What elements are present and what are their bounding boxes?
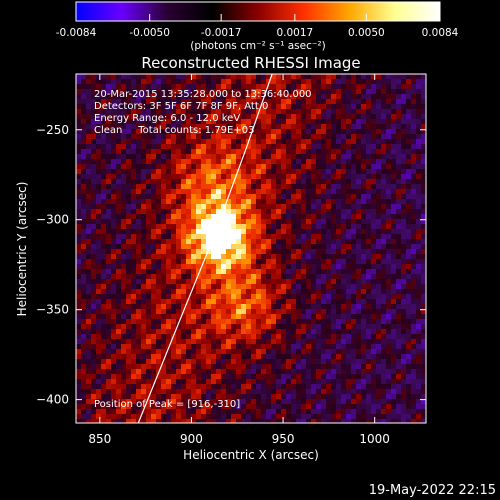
x-tick-label: 850 [88,432,111,446]
y-tick-label: −350 [36,303,69,317]
plot-frame [75,73,427,424]
colorbar: -0.0084 -0.0050 -0.0017 0.0017 0.0050 0.0084 … [56,1,459,52]
annotation-energy: Energy Range: 6.0 - 12.0 keV [94,113,240,124]
y-tick-label: −400 [36,393,69,407]
heatmap-image [76,74,426,423]
x-tick-label: 1000 [359,432,390,446]
colorbar-unit-label: (photons cm⁻² s⁻¹ asec⁻²) [190,40,325,52]
annotation-block: 20-Mar-2015 13:35:28.000 to 13:36:40.000… [94,89,312,136]
x-axis-label: Heliocentric X (arcsec) [183,448,319,462]
colorbar-tick-label: 0.0050 [348,27,385,39]
solar-limb-curve [137,74,273,423]
colorbar-tick-label: 0.0084 [422,27,459,39]
annotation-time: 20-Mar-2015 13:35:28.000 to 13:36:40.000 [94,89,312,100]
chart-title: Reconstructed RHESSI Image [141,54,360,72]
y-tick-label: −250 [36,123,69,137]
peak-position-label: Position of Peak = [916,-310] [94,399,240,410]
colorbar-tick-label: -0.0050 [129,27,170,39]
x-tick-label: 900 [180,432,203,446]
x-tick-label: 950 [272,432,295,446]
y-axis-label: Heliocentric Y (arcsec) [15,182,29,317]
colorbar-tick-label: -0.0084 [56,27,97,39]
colorbar-tick-label: 0.0017 [276,27,313,39]
y-tick-label: −300 [36,213,69,227]
annotation-detectors: Detectors: 3F 5F 6F 7F 8F 9F, Att 0 [94,101,268,112]
axis-ticks: 850 900 950 1000 −250 −300 −350 −400 [36,74,426,446]
annotation-counts: Clean Total counts: 1.79E+03 [94,125,254,136]
colorbar-tick-label: -0.0017 [201,27,242,39]
colorbar-gradient [75,1,441,22]
plot-area: 850 900 950 1000 −250 −300 −350 −400 [36,73,427,446]
footer-timestamp: 19-May-2022 22:15 [369,483,496,498]
